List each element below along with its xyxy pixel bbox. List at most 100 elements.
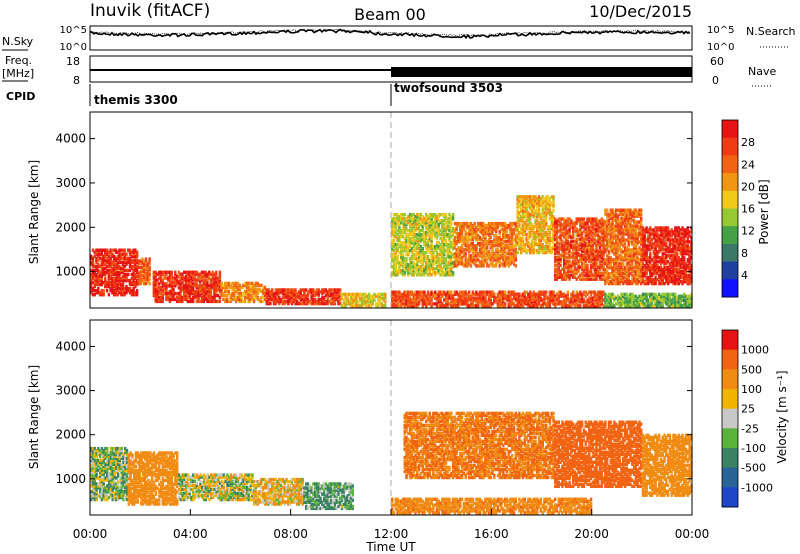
power-cell [575, 292, 578, 296]
power-cell [339, 298, 342, 302]
power-cell [125, 268, 128, 273]
power-cell [355, 302, 358, 306]
power-cell [405, 269, 408, 273]
power-cell [112, 291, 116, 295]
power-cell [457, 236, 460, 240]
power-cell [478, 292, 482, 296]
power-cell [396, 223, 399, 227]
power-cell [132, 274, 135, 279]
power-cell [403, 217, 406, 221]
power-cell [407, 215, 410, 219]
power-cell [622, 294, 625, 298]
power-cell [398, 290, 401, 294]
power-cell [444, 267, 448, 271]
power-cell [432, 213, 435, 217]
power-cell [364, 302, 367, 306]
power-cell [425, 255, 428, 259]
power-cell [448, 225, 451, 229]
power-cell [215, 284, 218, 288]
power-cell [408, 261, 412, 265]
power-cell [355, 296, 358, 300]
power-cell [514, 296, 517, 300]
power-cell [410, 239, 414, 243]
power-cell [616, 296, 620, 300]
power-cell [403, 294, 406, 298]
power-cell [392, 233, 396, 237]
power-cell [462, 225, 466, 230]
power-cell [195, 272, 198, 276]
power-cell [245, 295, 249, 300]
power-cell [128, 260, 132, 264]
power-cell [139, 273, 142, 278]
power-cell [455, 260, 458, 264]
power-cell [448, 271, 451, 275]
power-cell [208, 272, 211, 276]
power-cell [464, 264, 467, 268]
noise-search-label: N.Search [746, 25, 796, 38]
power-cell [523, 296, 526, 300]
power-cell [502, 300, 505, 304]
power-cell [238, 287, 241, 292]
power-cell [159, 299, 163, 304]
power-cell [148, 273, 151, 278]
power-cell [466, 292, 469, 296]
power-cell [168, 299, 172, 304]
power-cell [225, 283, 229, 288]
power-cell [430, 243, 433, 247]
power-cell [400, 257, 403, 261]
power-cell [326, 294, 329, 298]
power-cell [432, 227, 435, 231]
power-cell [417, 213, 421, 217]
power-cell [125, 262, 128, 267]
power-cell [227, 299, 231, 304]
power-cell [195, 295, 198, 300]
power-cell [412, 267, 415, 271]
power-cell [156, 295, 159, 300]
power-cell [161, 290, 164, 294]
power-cell [109, 289, 112, 293]
power-cell [462, 294, 466, 298]
power-cell [394, 217, 397, 221]
power-cell [391, 223, 394, 227]
power-cell [90, 274, 93, 279]
power-cell [199, 293, 202, 298]
power-region-6 [391, 290, 605, 308]
power-cell [484, 304, 487, 308]
power-cell [607, 300, 611, 304]
power-cell [627, 300, 630, 304]
power-cell [684, 298, 688, 302]
power-cell [477, 300, 480, 304]
power-cell [466, 232, 469, 236]
power-cell [638, 300, 641, 304]
power-cell [243, 297, 247, 302]
power-cell [656, 300, 659, 304]
power-cell [134, 291, 137, 295]
power-cell [541, 302, 544, 306]
power-cell [412, 231, 415, 235]
power-cell [412, 245, 415, 249]
power-cell [623, 296, 627, 300]
power-cell [448, 221, 451, 225]
power-cell [451, 300, 455, 304]
power-cell [283, 301, 286, 306]
power-cell [541, 298, 544, 302]
power-cell [265, 288, 268, 292]
power-cell [161, 272, 164, 276]
power-cell [114, 289, 118, 293]
power-cell [423, 253, 426, 257]
power-cell [457, 238, 460, 242]
power-cell [527, 302, 530, 306]
power-cell [394, 227, 397, 231]
beam-title: Beam 00 [354, 5, 426, 24]
power-cell [209, 288, 213, 292]
power-cell [507, 302, 510, 306]
power-cell [111, 272, 114, 277]
power-cell [437, 269, 440, 273]
power-cell [218, 276, 222, 280]
power-cell [435, 261, 439, 265]
power-cell [202, 299, 205, 304]
power-cell [114, 278, 118, 283]
power-cell [473, 252, 476, 256]
power-cell [220, 287, 223, 292]
